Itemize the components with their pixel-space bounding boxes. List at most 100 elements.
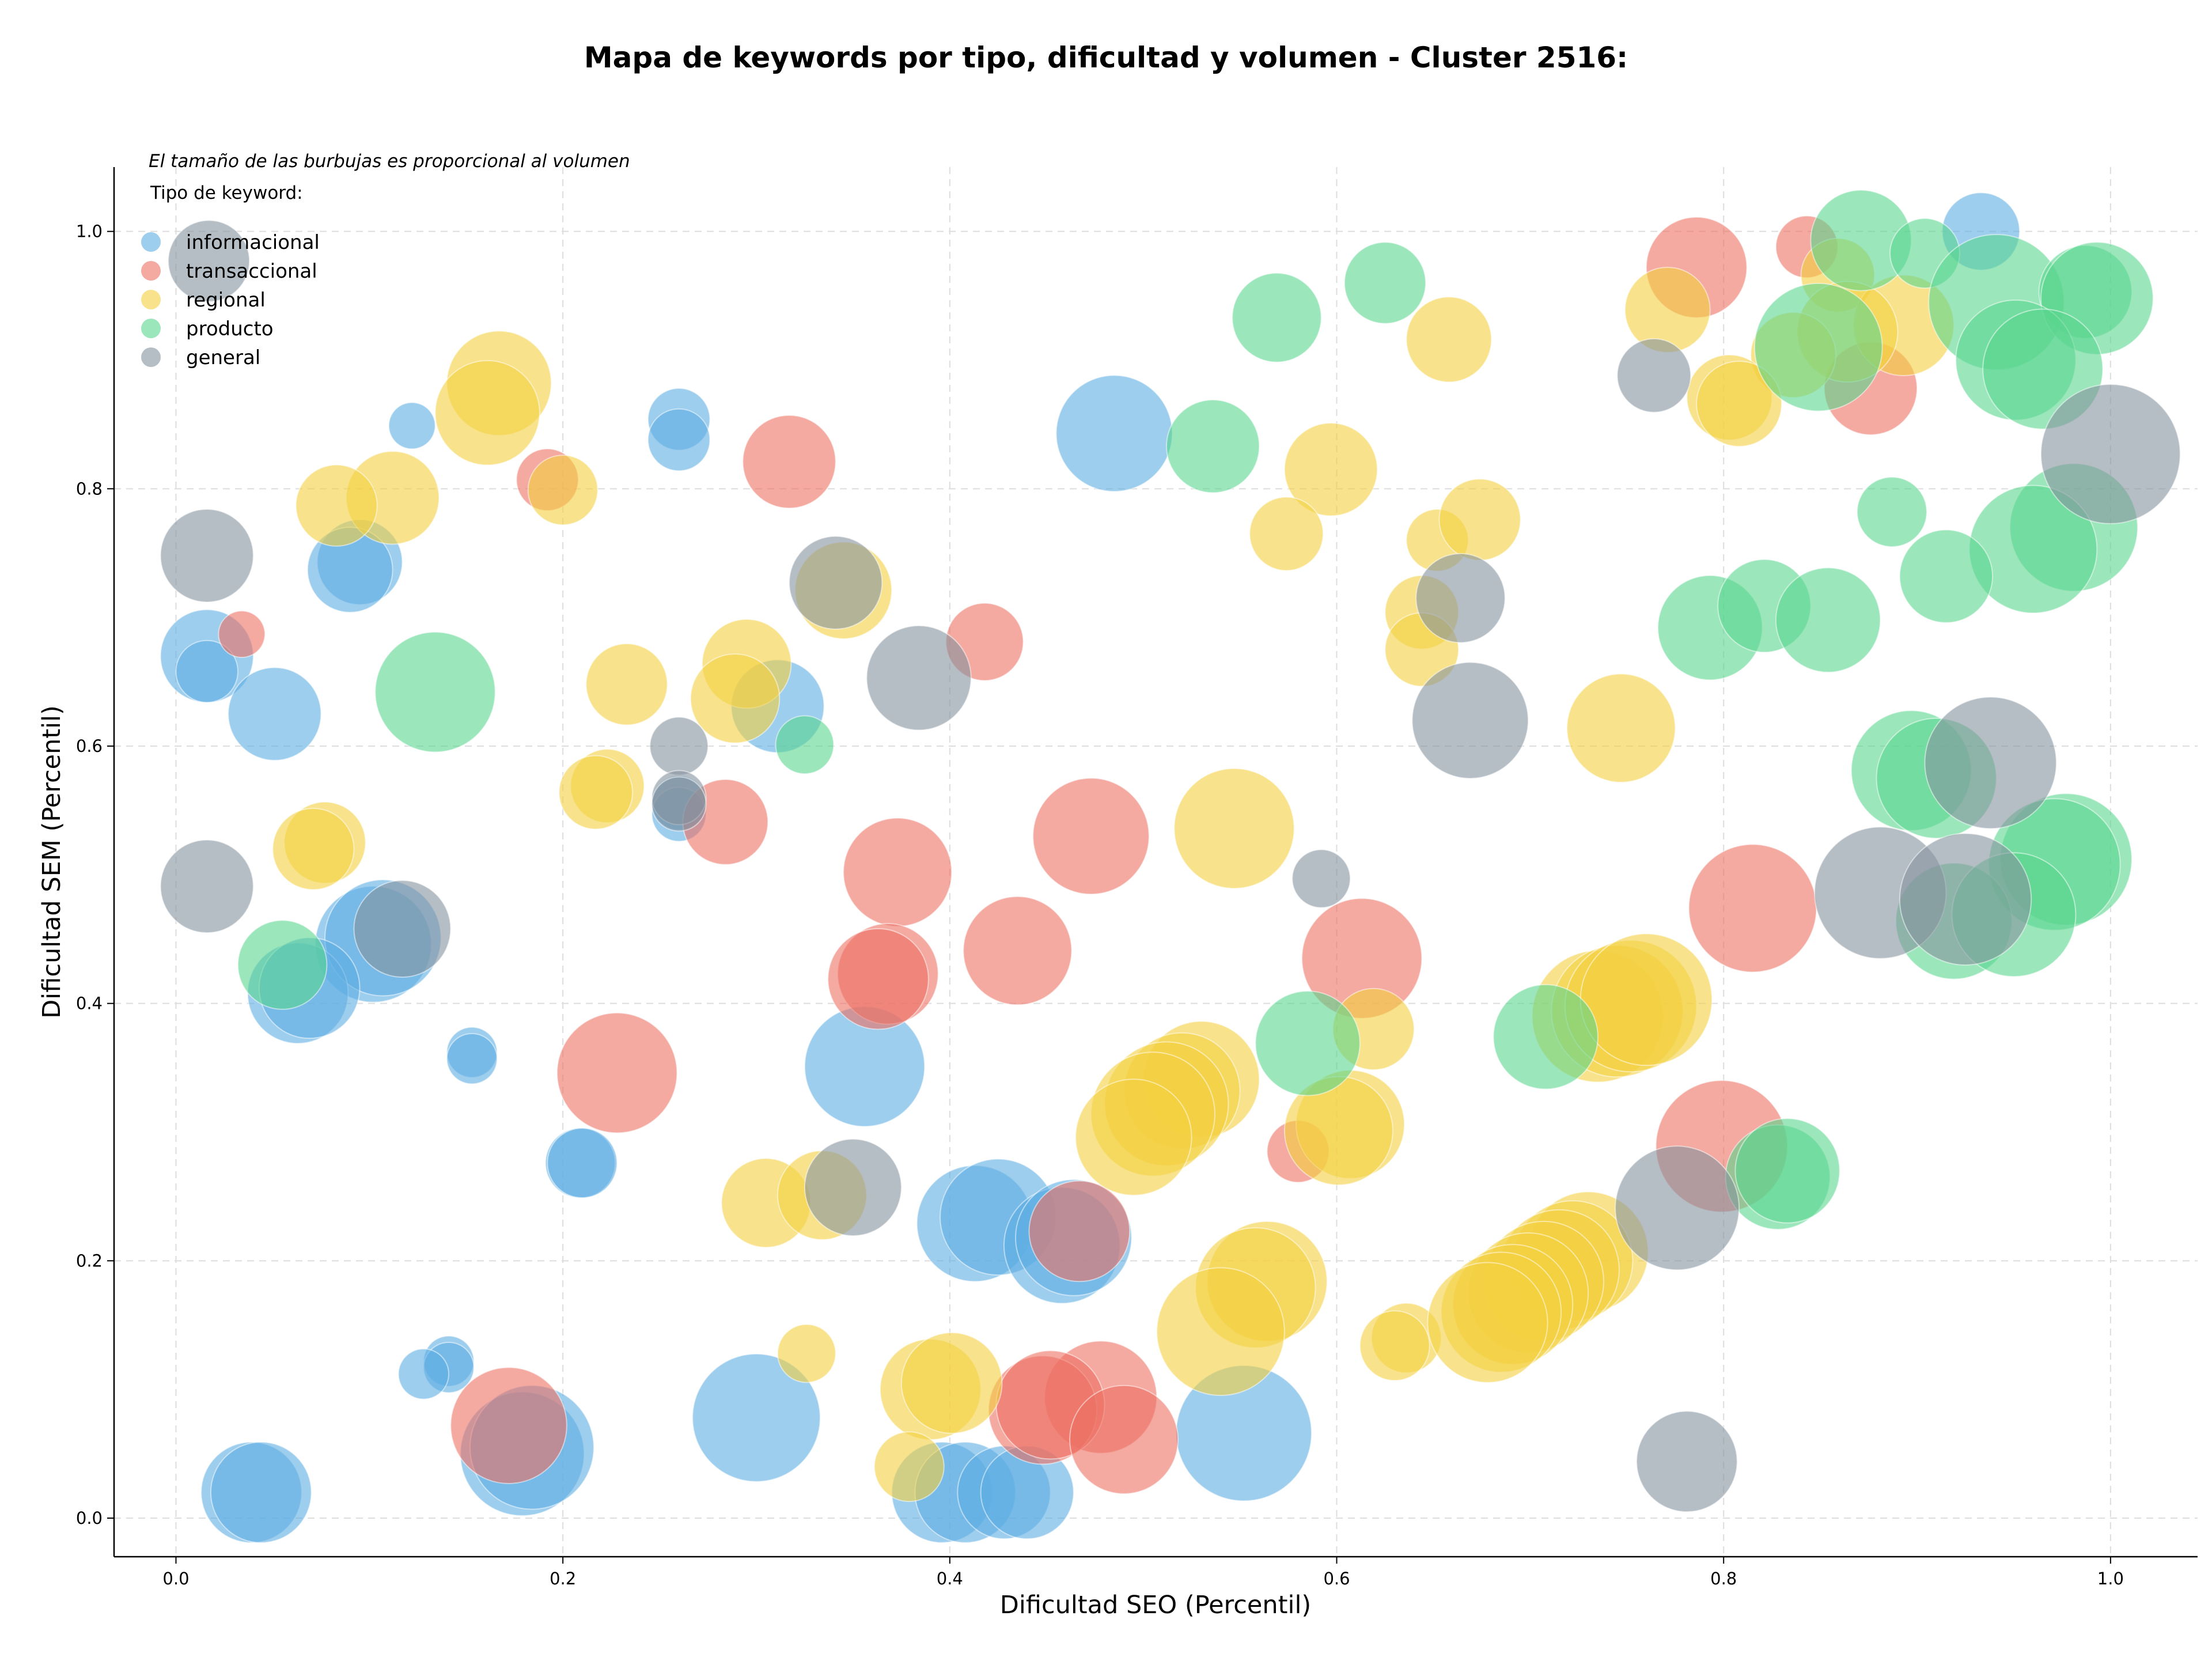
y-tick-label: 0.8	[76, 479, 103, 498]
bubble-regional	[1624, 267, 1711, 353]
bubble-regional	[1696, 361, 1782, 447]
bubble-general	[1411, 661, 1529, 780]
size-note: El tamaño de las burbujas es proporciona…	[149, 151, 630, 172]
bubble-regional	[527, 455, 599, 526]
bubble-general	[1636, 1410, 1738, 1513]
legend-marker-producto	[141, 319, 161, 338]
x-tick-label: 0.8	[1710, 1569, 1737, 1588]
bubble-transaccional	[1028, 1180, 1131, 1282]
y-tick-label: 0.2	[76, 1251, 103, 1270]
bubble-informacional	[692, 1353, 821, 1482]
y-axis-label: Dificultad SEM (Percentil)	[37, 705, 66, 1019]
y-tick-label: 0.6	[76, 736, 103, 756]
bubble-general	[649, 716, 709, 776]
y-tick-label: 0.4	[76, 994, 103, 1013]
bubble-producto	[1753, 282, 1883, 412]
bubble-informacional	[388, 402, 436, 450]
bubble-informacional	[547, 1127, 618, 1199]
bubble-transaccional	[218, 610, 266, 659]
bubble-regional	[295, 464, 378, 547]
legend-label-informacional: informacional	[186, 231, 320, 254]
legend-label-transaccional: transaccional	[186, 260, 317, 283]
chart-title: Mapa de keywords por tipo, dificultad y …	[584, 41, 1628, 74]
bubble-regional	[1156, 1267, 1285, 1396]
x-tick-label: 0.6	[1323, 1569, 1350, 1588]
legend-marker-general	[141, 347, 161, 367]
bubble-regional	[690, 653, 781, 744]
bubble-general	[353, 880, 452, 978]
bubble-regional	[1438, 478, 1521, 561]
bubble-general	[1899, 833, 2032, 966]
bubble-informacional	[228, 667, 322, 761]
legend-label-regional: regional	[186, 289, 266, 312]
bubble-transaccional	[963, 896, 1073, 1006]
x-tick-label: 1.0	[2097, 1569, 2124, 1588]
axes	[113, 167, 2198, 1558]
legend-marker-regional	[141, 290, 161, 309]
bubble-general	[789, 535, 883, 630]
bubble-transaccional	[1032, 777, 1150, 895]
legend-label-general: general	[186, 346, 260, 369]
bubble-regional	[558, 755, 634, 830]
bubble-regional	[873, 1431, 945, 1503]
bubble-transaccional	[742, 414, 836, 509]
bubble-producto	[237, 920, 328, 1010]
bubble-producto	[775, 715, 835, 775]
bubble-general	[651, 776, 707, 832]
x-tick-label: 0.0	[162, 1569, 189, 1588]
bubble-regional	[777, 1323, 836, 1383]
bubble-informacional	[1055, 374, 1173, 493]
bubble-informacional	[397, 1348, 450, 1400]
x-tick-label: 0.4	[937, 1569, 963, 1588]
bubble-general	[1924, 696, 2057, 830]
bubble-producto	[1255, 990, 1361, 1096]
legend-marker-transaccional	[141, 261, 161, 281]
y-tick-label: 0.0	[76, 1508, 103, 1528]
bubble-informacional	[446, 1033, 498, 1085]
x-tick-label: 0.2	[550, 1569, 576, 1588]
bubble-general	[1415, 553, 1506, 644]
bubble-general	[1615, 1145, 1740, 1271]
bubble-transaccional	[556, 1012, 678, 1134]
bubble-regional	[1173, 767, 1295, 890]
x-axis-label: Dificultad SEO (Percentil)	[1000, 1591, 1311, 1620]
bubble-general	[1291, 849, 1351, 909]
legend-label-producto: producto	[186, 317, 274, 340]
bubble-regional	[1249, 496, 1324, 572]
bubble-general	[160, 839, 254, 934]
bubbles	[160, 189, 2181, 1543]
bubble-general	[804, 1138, 902, 1236]
y-tick-label: 1.0	[76, 222, 103, 241]
bubble-general	[2040, 384, 2181, 524]
bubble-producto	[1856, 476, 1927, 547]
bubble-transaccional	[1069, 1384, 1179, 1494]
bubble-regional	[1427, 1262, 1548, 1383]
bubble-producto	[1493, 984, 1599, 1090]
bubble-informacional	[210, 1441, 312, 1543]
legend-marker-informacional	[141, 232, 161, 252]
bubble-producto	[1165, 399, 1260, 494]
bubble-regional	[900, 1332, 1003, 1434]
bubble-producto	[1734, 1118, 1840, 1224]
bubble-regional	[1566, 673, 1676, 783]
bubble-general	[168, 220, 251, 302]
legend-title: Tipo de keyword:	[150, 183, 303, 203]
bubble-general	[160, 508, 254, 603]
bubble-regional	[434, 360, 540, 466]
bubble-regional	[1283, 422, 1378, 517]
bubble-producto	[1775, 567, 1881, 673]
bubble-transaccional	[843, 817, 953, 927]
bubble-regional	[585, 643, 668, 726]
bubble-regional	[1075, 1079, 1192, 1196]
bubble-producto	[374, 631, 496, 753]
bubble-general	[866, 625, 972, 731]
bubble-informacional	[175, 640, 238, 703]
bubble-transaccional	[450, 1367, 567, 1484]
bubble-regional	[1580, 933, 1713, 1066]
bubble-general	[1616, 338, 1692, 413]
bubble-regional	[272, 808, 355, 891]
legend: informacional transaccional regional produc…	[141, 231, 320, 369]
bubble-regional	[1359, 1310, 1430, 1382]
ticks: 0.0 0.2 0.4 0.6 0.8 1.0 0.0 0.2 0.4 0.6 0.8 1.0	[76, 222, 2124, 1588]
bubble-producto	[1232, 273, 1322, 363]
